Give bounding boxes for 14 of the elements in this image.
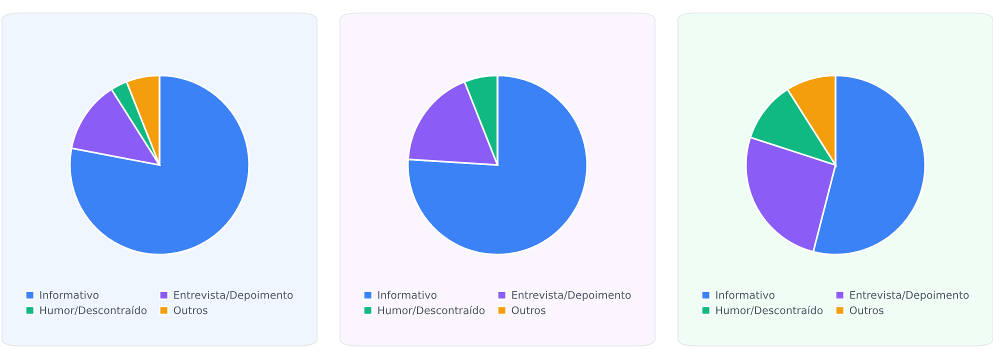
pie-slice [69,74,250,256]
legend-label: Outros [512,306,546,314]
legend-label: Humor/Descontraído [716,306,823,316]
legend-label: Humor/Descontraído [378,306,485,316]
legend-label: Informativo [716,290,775,299]
legend-label: Entrevista/Depoimento [512,290,631,301]
legend-label: Humor/Descontraído [40,306,147,316]
legend-label: Entrevista/Depoimento [850,290,969,301]
legend-label: Informativo [40,290,99,299]
legend-label: Entrevista/Depoimento [174,290,293,301]
pie-slice [407,74,588,256]
legend-label: Informativo [378,290,437,299]
legend-label: Outros [174,306,208,314]
legend-label: Outros [850,306,884,314]
